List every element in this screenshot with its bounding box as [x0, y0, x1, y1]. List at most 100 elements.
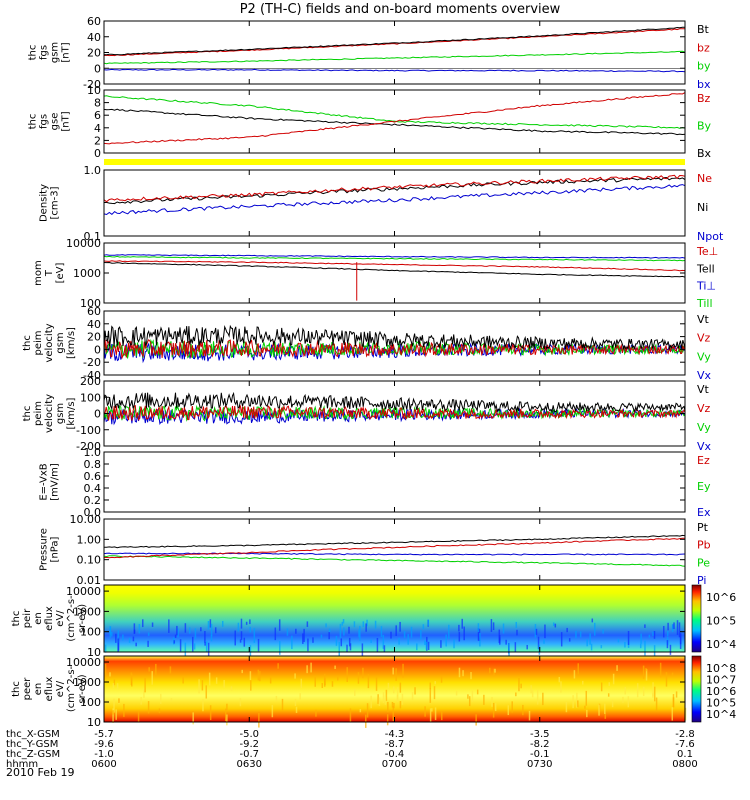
spectrogram-stripe — [112, 710, 114, 715]
spectrogram-stripe — [671, 707, 674, 721]
spectrogram-stripe — [370, 639, 372, 643]
spectrogram-stripe — [463, 626, 465, 641]
legend-Vy: Vy — [697, 421, 711, 434]
spectrogram-stripe — [515, 692, 517, 697]
orbit-value: 0.1 — [677, 749, 693, 760]
legend-Vt: Vt — [697, 383, 710, 396]
y-axis-label: [nPa] — [50, 536, 61, 562]
spectrogram-stripe — [565, 702, 568, 713]
spectrogram-stripe — [300, 678, 303, 689]
y-axis-label: (cm^2-s- — [66, 595, 77, 642]
y-tick-label: 0 — [94, 62, 101, 75]
spectrogram-stripe — [118, 698, 120, 703]
orbit-value: -0.1 — [530, 749, 550, 760]
spectrogram-stripe — [245, 621, 248, 625]
spectrogram-stripe — [671, 624, 674, 632]
spectrogram-stripe — [341, 621, 344, 626]
spectrogram-stripe — [537, 636, 540, 650]
spectrogram-stripe — [239, 698, 242, 707]
spectrogram-stripe — [249, 626, 251, 633]
spectrogram-stripe — [390, 631, 392, 639]
spectrogram-stripe — [586, 639, 588, 647]
spectrogram-stripe — [240, 618, 243, 629]
spectrogram-stripe — [502, 623, 505, 634]
spectrogram-stripe — [215, 677, 218, 684]
spectrogram-stripe — [403, 631, 406, 638]
spectrogram-stripe — [176, 625, 178, 636]
orbit-value: -5.7 — [94, 729, 114, 740]
spectrogram-stripe — [455, 690, 458, 696]
y-tick-label: 0 — [94, 147, 101, 160]
orbit-value: 0630 — [237, 759, 262, 770]
spectrogram-stripe — [286, 628, 289, 636]
spectrogram-stripe — [494, 668, 496, 673]
spectrogram-stripe — [151, 671, 153, 685]
panel-peir: 10 100 1000 10000 thc peir en eflux eV/(cm^2-s-s… — [11, 584, 736, 659]
spectrogram-stripe — [367, 674, 370, 689]
spectrogram-stripe — [184, 623, 187, 633]
spectrogram-stripe — [411, 692, 414, 701]
y-tick-label: 100 — [80, 391, 101, 404]
spectrogram-stripe — [306, 665, 308, 674]
spectrogram-stripe — [544, 624, 546, 639]
spectrogram-stripe — [223, 680, 225, 688]
spectrogram-stripe — [589, 633, 591, 645]
orbit-value: -1.0 — [94, 749, 114, 760]
spectrogram-stripe — [299, 693, 301, 700]
spectrogram-stripe — [168, 619, 170, 633]
orbit-value: -3.5 — [530, 729, 550, 740]
spectrogram-stripe — [617, 638, 620, 643]
spectrogram-stripe — [209, 619, 212, 628]
spectrogram-stripe — [577, 663, 579, 675]
y-axis-label: Density — [39, 184, 50, 222]
y-axis-label: [km/s] — [66, 397, 77, 429]
y-axis-label: fgs — [39, 45, 50, 60]
spectrogram — [104, 585, 685, 652]
spectrogram-stripe — [158, 708, 161, 714]
spectrogram-stripe — [314, 677, 316, 687]
spectrogram-stripe — [294, 673, 296, 679]
spectrogram-stripe — [395, 625, 397, 636]
spectrogram-stripe — [123, 703, 125, 717]
y-tick-label: 40 — [87, 31, 101, 44]
spectrogram-stripe — [320, 634, 323, 638]
spectrogram-stripe — [277, 663, 279, 669]
legend-bx: bx — [697, 78, 711, 91]
series-line-Bx — [104, 108, 685, 136]
y-tick-label: 8 — [94, 97, 101, 110]
spectrogram-stripe — [684, 707, 687, 721]
plot-title: P2 (TH-C) fields and on-board moments ov… — [240, 2, 561, 17]
spectrogram-stripe — [328, 632, 330, 640]
legend-Bx: Bx — [697, 147, 712, 160]
spectrogram-stripe — [295, 628, 297, 634]
panel-frame — [103, 451, 686, 513]
spectrogram-stripe — [663, 625, 665, 638]
colorbar-tick-label: 10^7 — [706, 674, 736, 687]
spectrogram-stripe — [477, 628, 480, 641]
spectrogram-stripe — [109, 626, 112, 635]
panel-frame — [103, 518, 686, 581]
panel-temperature: 100 1000 10000 mom T [eV] Te⊥ Tell Ti⊥ Till — [33, 237, 718, 310]
spectrogram-stripe — [624, 641, 626, 648]
spectrogram-stripe — [349, 643, 352, 651]
spectrogram-stripe — [259, 671, 261, 682]
spectrogram-stripe — [337, 676, 339, 681]
series-group — [104, 324, 685, 364]
spectrogram-stripe — [346, 667, 348, 683]
spectrogram-stripe — [591, 618, 594, 623]
spectrogram-stripe — [366, 619, 368, 627]
legend-By: By — [697, 120, 712, 133]
spectrogram-stripe — [192, 712, 194, 725]
spectrogram-stripe — [585, 690, 588, 706]
legend-Ne: Ne — [697, 172, 712, 185]
legend-Ez: Ez — [697, 454, 710, 467]
spectrogram-stripe — [359, 625, 361, 641]
spectrogram-stripe — [240, 631, 243, 640]
series-group — [104, 254, 685, 301]
spectrogram-stripe — [253, 627, 256, 643]
spectrogram-stripe — [600, 682, 603, 692]
spectrogram-stripe — [117, 630, 120, 643]
spectrogram-stripe — [312, 637, 314, 643]
spectrogram-stripe — [612, 673, 615, 685]
